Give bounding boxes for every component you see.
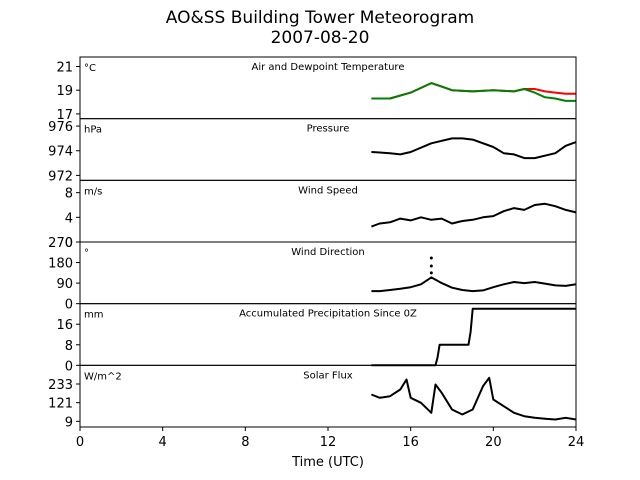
y-tick-label: 0 [65, 359, 73, 374]
y-tick-label: 0 [65, 298, 73, 313]
panel: 17 19 21 °C Air and Dewpoint Temperature [56, 56, 577, 123]
y-tick-label: 17 [56, 108, 73, 123]
x-axis-label: Time (UTC) [291, 455, 364, 470]
series-line [371, 137, 577, 160]
y-tick-label: 180 [48, 257, 73, 272]
series-line [371, 202, 577, 228]
series-line [371, 307, 576, 367]
panel-title: Pressure [307, 124, 350, 135]
x-tick-label: 24 [568, 435, 585, 450]
panel-title: Wind Speed [298, 185, 358, 196]
panel-unit: °C [84, 63, 96, 74]
panel: 9 121 233 W/m^2 Solar Flux [48, 364, 577, 430]
y-tick-label: 16 [56, 318, 73, 333]
y-tick-label: 270 [48, 236, 73, 251]
figure-title-block: AO&SS Building Tower Meteorogram 2007-08… [0, 8, 640, 48]
panel: 0 90 180 270 ° Wind Direction [48, 236, 577, 313]
panel-title: Air and Dewpoint Temperature [252, 62, 405, 73]
panel-unit: ° [84, 248, 89, 259]
y-tick-label: 21 [56, 60, 73, 75]
data-point [429, 271, 433, 275]
series-line [371, 376, 577, 421]
y-tick-label: 976 [48, 120, 73, 135]
data-point [429, 264, 433, 268]
panel-unit: hPa [84, 125, 102, 136]
x-tick-label: 8 [241, 435, 249, 450]
panel: 972 974 976 hPa Pressure [48, 118, 577, 184]
y-tick-label: 972 [48, 169, 73, 184]
x-tick-label: 12 [320, 435, 337, 450]
y-tick-label: 9 [65, 415, 73, 430]
figure-title: AO&SS Building Tower Meteorogram [165, 8, 475, 28]
panel-unit: W/m^2 [84, 371, 122, 382]
y-tick-label: 19 [56, 84, 73, 99]
panel-title: Wind Direction [291, 247, 365, 258]
panel-title: Solar Flux [303, 370, 353, 381]
y-tick-label: 233 [48, 378, 73, 393]
panel-unit: mm [84, 310, 103, 321]
figure-subtitle: 2007-08-20 [270, 28, 370, 48]
x-tick-label: 4 [159, 435, 167, 450]
y-tick-label: 0 [65, 236, 73, 251]
x-tick-label: 16 [402, 435, 419, 450]
panel: 0 4 8 m/s Wind Speed [65, 179, 577, 251]
x-tick-label: 0 [76, 435, 84, 450]
panel-title: Accumulated Precipitation Since 0Z [239, 309, 417, 320]
series-line [371, 82, 576, 102]
data-point [429, 256, 433, 260]
series-line [371, 276, 577, 293]
y-tick-label: 974 [48, 145, 73, 160]
y-tick-label: 90 [56, 277, 73, 292]
y-tick-label: 8 [65, 339, 73, 354]
y-tick-label: 8 [65, 187, 73, 202]
y-tick-label: 121 [48, 397, 73, 412]
panel: 0 8 16 mm Accumulated Precipitation Since 0Z [56, 303, 577, 374]
y-tick-label: 4 [65, 211, 73, 226]
x-tick-label: 20 [485, 435, 502, 450]
panel-unit: m/s [84, 186, 102, 197]
